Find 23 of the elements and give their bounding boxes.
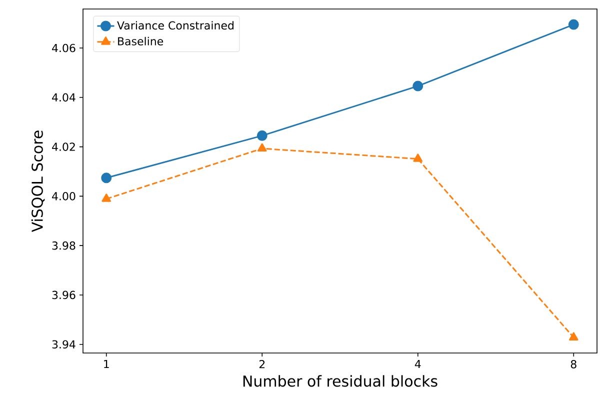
y-tick-label: 3.94 (52, 340, 76, 349)
point (412, 80, 424, 92)
y-axis-title: ViSQOL Score (31, 130, 45, 232)
y-tick-label: 4.04 (52, 93, 76, 102)
point (568, 19, 579, 30)
point (101, 172, 112, 184)
y-tick-label: 4.06 (52, 44, 76, 52)
point (568, 332, 578, 340)
point (256, 130, 268, 141)
x-tick-label: 2 (259, 360, 265, 368)
point (102, 194, 112, 202)
point (413, 154, 423, 162)
y-tick-label: 4.00 (52, 192, 76, 200)
x-axis-title: Number of residual blocks (243, 375, 438, 387)
x-tick-label: 8 (570, 360, 576, 368)
y-tick-label: 3.96 (52, 290, 76, 300)
legend-label: Variance Constrained (117, 21, 234, 30)
x-tick-label: 4 (414, 360, 421, 368)
x-tick-label: 1 (104, 360, 109, 368)
y-tick-label: 3.98 (52, 241, 76, 250)
y-tick-label: 4.02 (52, 142, 75, 151)
point (257, 143, 267, 152)
legend-label: Baseline (118, 36, 164, 46)
